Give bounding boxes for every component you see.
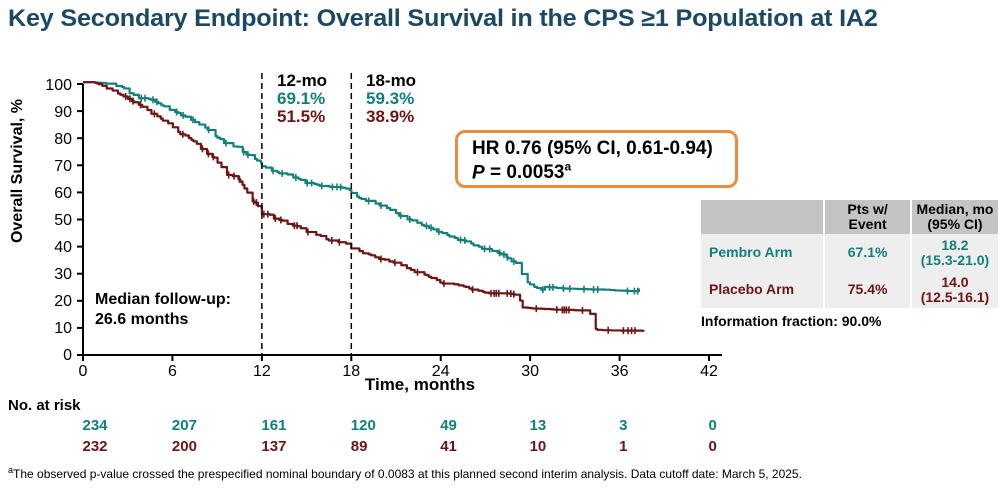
- svg-text:12: 12: [253, 363, 271, 378]
- svg-text:70: 70: [54, 158, 72, 175]
- svg-text:36: 36: [611, 363, 629, 378]
- svg-text:50: 50: [54, 212, 72, 229]
- svg-text:40: 40: [54, 239, 72, 256]
- svg-text:38.9%: 38.9%: [366, 107, 414, 126]
- svg-text:69.1%: 69.1%: [277, 89, 325, 108]
- svg-text:30: 30: [521, 363, 539, 378]
- svg-text:18-mo: 18-mo: [366, 71, 416, 90]
- svg-text:59.3%: 59.3%: [366, 89, 414, 108]
- svg-text:20: 20: [54, 293, 72, 310]
- svg-text:90: 90: [54, 104, 72, 121]
- svg-text:80: 80: [54, 131, 72, 148]
- svg-text:10: 10: [54, 320, 72, 337]
- svg-text:60: 60: [54, 185, 72, 202]
- svg-text:30: 30: [54, 266, 72, 283]
- svg-text:51.5%: 51.5%: [277, 107, 325, 126]
- svg-text:12-mo: 12-mo: [277, 71, 327, 90]
- svg-text:0: 0: [79, 363, 88, 378]
- svg-text:100: 100: [45, 77, 72, 94]
- svg-text:6: 6: [168, 363, 177, 378]
- svg-text:42: 42: [700, 363, 718, 378]
- svg-text:0: 0: [63, 347, 72, 364]
